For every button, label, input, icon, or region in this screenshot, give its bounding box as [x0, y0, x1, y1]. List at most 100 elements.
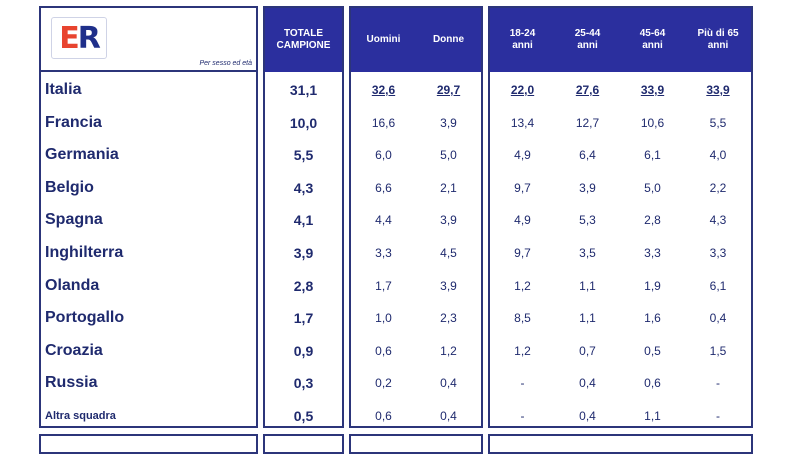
age-value: 1,1	[579, 278, 596, 293]
country-name: Spagna	[45, 211, 103, 229]
women-value: 4,5	[440, 246, 457, 260]
age-value: 3,3	[644, 246, 661, 260]
age-value: 33,9	[706, 83, 730, 97]
age-value: 1,1	[644, 409, 661, 423]
age-value: 1,5	[709, 343, 727, 358]
age-value: -	[520, 409, 525, 423]
age-value: 0,4	[709, 311, 727, 326]
age-value: 4,0	[709, 148, 727, 163]
total-value: 3,9	[293, 245, 314, 261]
women-value: 3,9	[440, 213, 457, 228]
men-value: 6,6	[375, 180, 392, 195]
men-value: 1,0	[375, 311, 392, 326]
men-value: 3,3	[375, 246, 392, 260]
table-row: Croazia	[41, 335, 256, 367]
age-25-44-header: 25-44 anni	[574, 28, 601, 51]
table-row: 32,6 29,7	[351, 74, 481, 106]
sex-columns-panel: Uomini Donne 32,6 29,7 16,6 3,9 6,0 5,0 6,6 2,1…	[349, 6, 483, 428]
table-row: - 0,4 1,1 -	[490, 400, 751, 432]
age-45-64-header: 45-64 anni	[639, 28, 666, 51]
men-value: 4,4	[375, 213, 392, 228]
women-value: 2,1	[440, 180, 457, 195]
country-name: Germania	[45, 146, 119, 164]
table-row: Belgio	[41, 172, 256, 204]
total-column-panel: TOTALE CAMPIONE 31,1 10,0 5,5 4,3 4,1 3,9 2,8 1…	[263, 6, 344, 428]
age-value: 13,4	[510, 115, 535, 130]
table-row: Olanda	[41, 270, 256, 302]
age-value: 1,1	[579, 311, 596, 326]
age-value: 0,4	[579, 376, 596, 391]
women-value: 1,2	[440, 343, 457, 358]
total-value: 0,9	[293, 342, 314, 359]
table-row: 8,5 1,1 1,6 0,4	[490, 302, 751, 334]
country-name: Portogallo	[45, 309, 125, 327]
table-row: 2,8	[265, 270, 342, 302]
age-value: 6,4	[579, 148, 596, 163]
age-value: 1,6	[644, 311, 661, 326]
age-value: 9,7	[514, 246, 531, 260]
table-row: 0,2 0,4	[351, 367, 481, 399]
table-row: 16,6 3,9	[351, 107, 481, 139]
table-row: 0,9	[265, 335, 342, 367]
country-name: Altra squadra	[45, 410, 116, 422]
women-value: 3,9	[440, 278, 457, 293]
table-row: 3,3 4,5	[351, 237, 481, 269]
table-row: 22,0 27,6 33,9 33,9	[490, 74, 751, 106]
table-row: 5,5	[265, 139, 342, 171]
table-row: 1,7	[265, 302, 342, 334]
footer-box-sex	[349, 434, 483, 454]
age-value: 6,1	[709, 278, 727, 293]
age-value: 4,3	[709, 213, 727, 228]
table-row: 0,3	[265, 367, 342, 399]
age-value: 0,4	[579, 409, 596, 423]
age-value: 22,0	[510, 83, 535, 97]
table-row: Portogallo	[41, 302, 256, 334]
women-value: 0,4	[440, 409, 457, 423]
men-value: 32,6	[371, 83, 396, 97]
total-value: 4,1	[293, 212, 314, 229]
table-row: 6,6 2,1	[351, 172, 481, 204]
table-row: 4,9 5,3 2,8 4,3	[490, 204, 751, 236]
sex-header: Uomini Donne	[351, 8, 481, 72]
total-value: 1,7	[293, 310, 314, 327]
footer-box-total	[263, 434, 344, 454]
age-value: 3,3	[709, 246, 727, 260]
age-value: 4,9	[514, 213, 531, 228]
men-value: 6,0	[375, 148, 392, 163]
women-value: 0,4	[440, 376, 457, 391]
table-row: Altra squadra	[41, 400, 256, 432]
table-row: 4,9 6,4 6,1 4,0	[490, 139, 751, 171]
country-name: Italia	[45, 81, 82, 98]
men-value: 0,2	[375, 376, 392, 391]
table-row: Francia	[41, 107, 256, 139]
table-row: 1,0 2,3	[351, 302, 481, 334]
age-value: 10,6	[640, 115, 665, 130]
age-value: -	[716, 376, 720, 391]
table-row: 10,0	[265, 107, 342, 139]
age-value: -	[716, 409, 720, 423]
footer-box-label	[39, 434, 258, 454]
age-value: 1,2	[514, 343, 531, 358]
age-value: 2,2	[709, 180, 727, 195]
total-header: TOTALE CAMPIONE	[265, 8, 342, 72]
age-value: 27,6	[575, 83, 600, 97]
table-row: Germania	[41, 139, 256, 171]
age-value: 3,9	[579, 180, 596, 195]
age-value: 0,6	[644, 376, 661, 391]
table-row: Inghilterra	[41, 237, 256, 269]
logo-letter-e: E	[59, 20, 79, 56]
women-value: 29,7	[436, 83, 461, 97]
table-row: 4,1	[265, 204, 342, 236]
table-row: 31,1	[265, 74, 342, 106]
age-value: 5,3	[579, 213, 596, 228]
country-name: Croazia	[45, 341, 103, 359]
age-value: 0,7	[579, 343, 596, 358]
total-header-label: TOTALE CAMPIONE	[276, 28, 331, 51]
total-value: 0,5	[293, 408, 314, 424]
age-value: 1,2	[514, 278, 531, 293]
age-value: 3,5	[579, 246, 596, 260]
total-value: 2,8	[293, 277, 314, 294]
